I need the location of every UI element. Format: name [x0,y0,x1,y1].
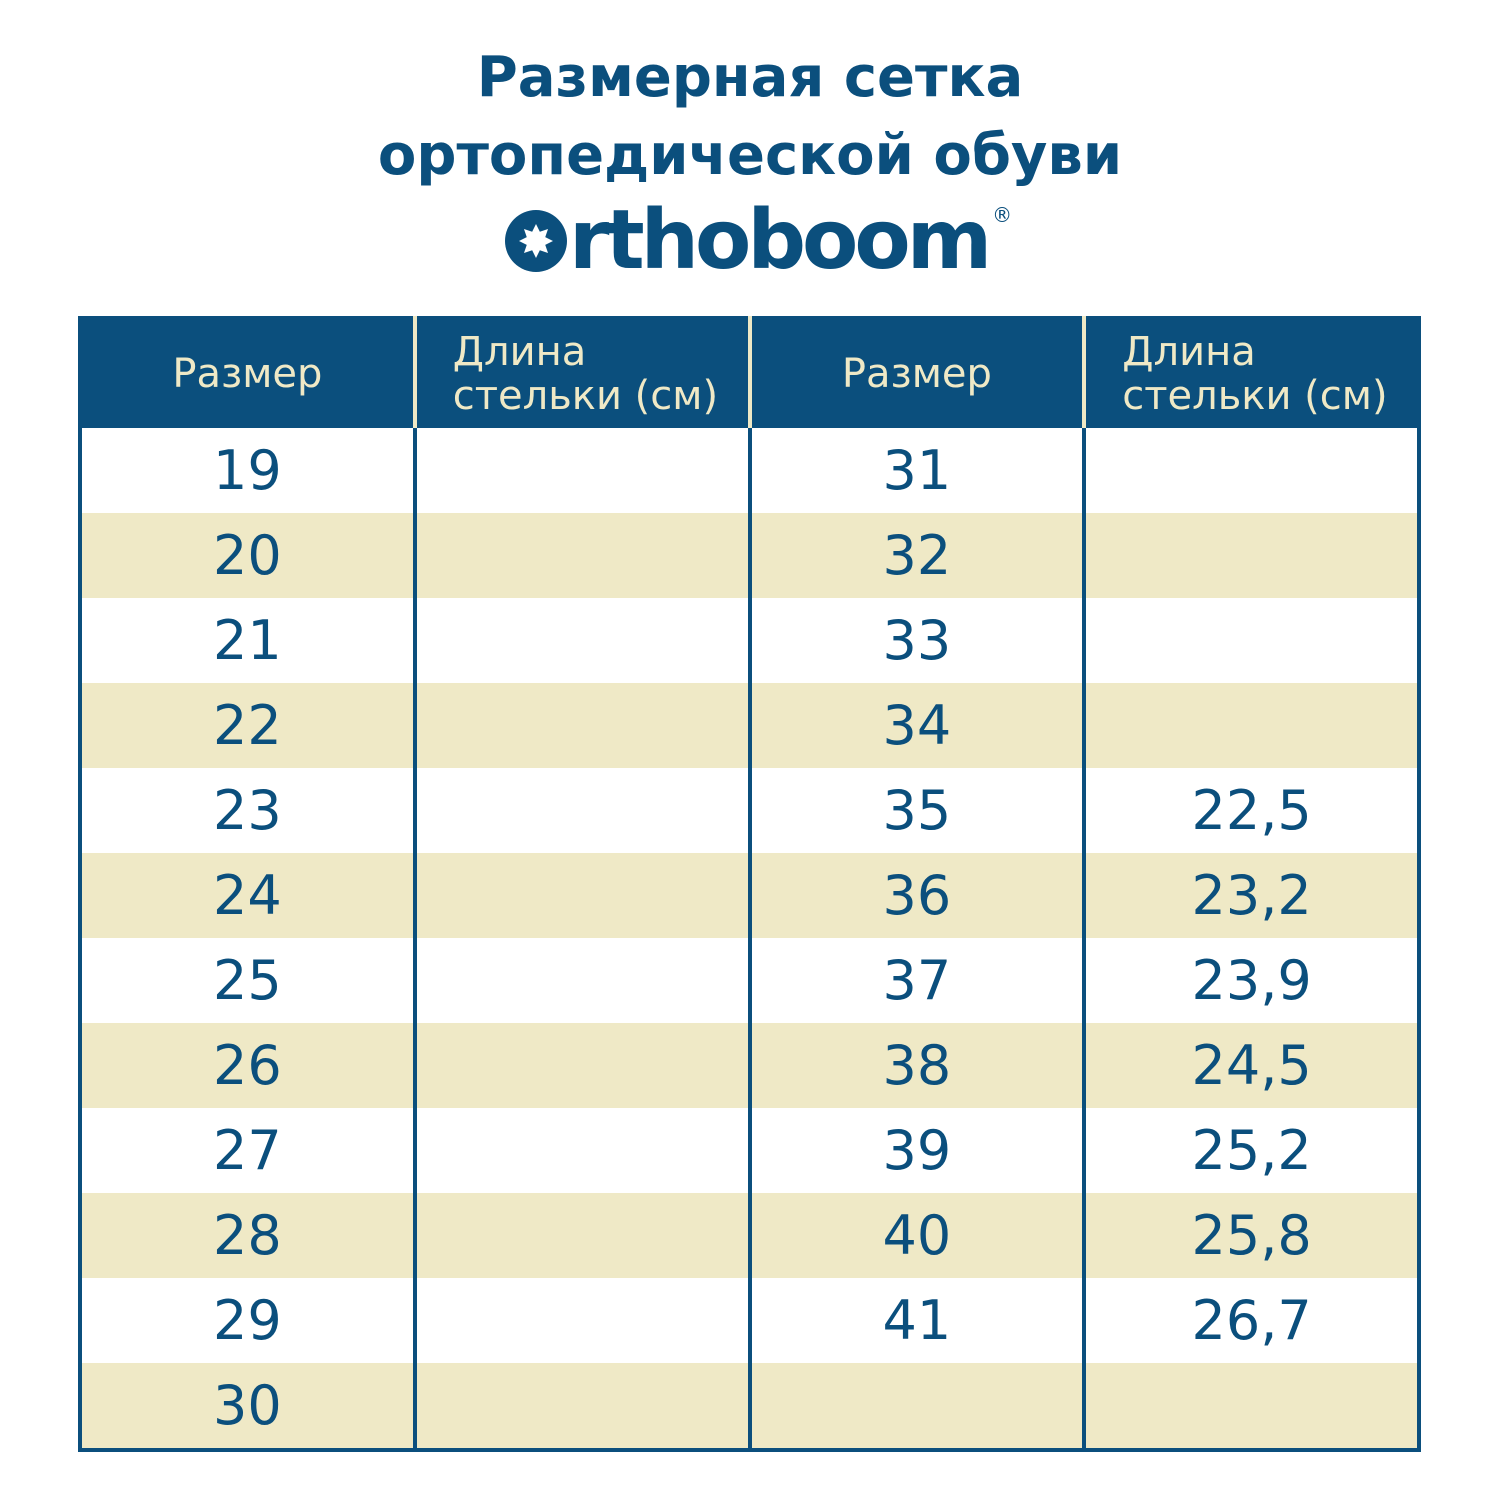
size-table: Размер Длина стельки (см) Размер Длина сте… [78,316,1421,1452]
header-insole-length: Длина стельки (см) [412,318,750,428]
insole-length-cell [412,938,750,1023]
size-cell: 36 [747,853,1085,938]
header-size: Размер [80,318,415,428]
insole-length-cell: 25,8 [1082,1193,1419,1278]
table-row: 19 31 [80,428,1419,513]
size-cell: 25 [213,949,282,1012]
size-cell: 29 [213,1289,282,1352]
insole-length-cell: 22,5 [1082,768,1419,853]
insole-length-cell [412,1278,750,1363]
table-row: 28 40 25,8 [80,1193,1419,1278]
insole-length-cell [412,683,750,768]
page-title-line1: Размерная сетка [476,45,1024,110]
size-cell: 40 [747,1193,1085,1278]
insole-length-cell [1082,683,1419,768]
table-row: 25 37 23,9 [80,938,1419,1023]
size-cell: 20 [80,513,415,598]
size-cell: 41 [747,1278,1085,1363]
size-cell: 38 [747,1023,1085,1108]
insole-length-cell [412,768,750,853]
insole-length-cell: 24,5 [1082,1023,1419,1108]
table-row: 22 34 [80,683,1419,768]
size-cell: 27 [213,1119,282,1182]
size-cell: 39 [747,1108,1085,1193]
insole-length-cell: 23,2 [1082,853,1419,938]
insole-length-cell: 26,7 [1082,1278,1419,1363]
insole-length-cell [412,1193,750,1278]
size-cell: 31 [747,428,1085,513]
registered-mark: ® [992,203,1013,227]
size-cell: 28 [80,1193,415,1278]
insole-length-cell [1082,1363,1419,1450]
table-row: 20 32 [80,513,1419,598]
table-row: 24 36 23,2 [80,853,1419,938]
insole-length-cell [412,428,750,513]
insole-length-cell [412,1108,750,1193]
insole-length-cell [1082,598,1419,683]
table-header-row: Размер Длина стельки (см) Размер Длина сте… [80,318,1419,428]
insole-length-cell [412,513,750,598]
table-row: 21 33 [80,598,1419,683]
size-cell: 30 [80,1363,415,1450]
size-cell: 23 [213,779,282,842]
brand-logo: rthoboom ® [505,196,1012,286]
insole-length-cell [412,598,750,683]
table-row: 27 39 25,2 [80,1108,1419,1193]
table-row: 23 35 22,5 [80,768,1419,853]
size-cell: 26 [80,1023,415,1108]
insole-length-cell [412,853,750,938]
size-cell: 24 [80,853,415,938]
insole-length-cell [412,1363,750,1450]
size-cell: 35 [747,768,1085,853]
size-cell: 34 [747,683,1085,768]
page-title-line2: ортопедической обуви [377,123,1123,188]
header-insole-length: Длина стельки (см) [1082,318,1419,428]
size-cell: 33 [747,598,1085,683]
table-row: 30 [80,1363,1419,1450]
size-cell: 32 [747,513,1085,598]
star-icon [505,210,567,272]
insole-length-cell [412,1023,750,1108]
table-row: 29 41 26,7 [80,1278,1419,1363]
insole-length-cell [1082,513,1419,598]
size-cell: 19 [213,439,282,502]
size-cell [747,1363,1085,1450]
insole-length-cell: 25,2 [1082,1108,1419,1193]
size-cell: 21 [213,609,282,672]
insole-length-cell [1082,428,1419,513]
header-size: Размер [747,318,1085,428]
size-cell: 22 [80,683,415,768]
insole-length-cell: 23,9 [1082,938,1419,1023]
logo-text: rthoboom [569,193,992,288]
table-row: 26 38 24,5 [80,1023,1419,1108]
size-cell: 37 [747,938,1085,1023]
